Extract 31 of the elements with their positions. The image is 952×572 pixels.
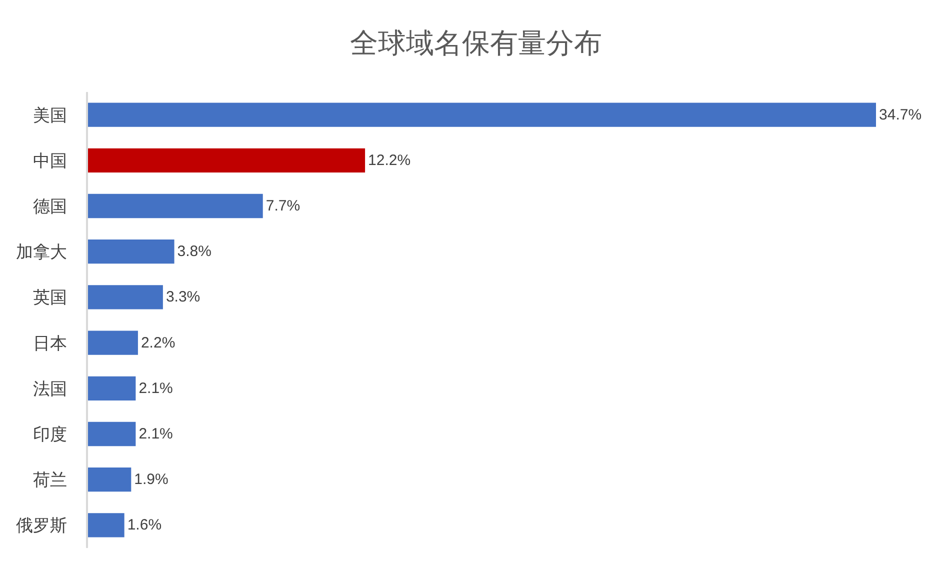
data-label: 2.2% bbox=[140, 334, 176, 352]
data-label: 1.9% bbox=[134, 471, 168, 488]
y-tick-label: 荷兰 bbox=[32, 470, 67, 490]
bar bbox=[88, 422, 136, 446]
data-label: 1.6% bbox=[127, 516, 162, 534]
data-label: 2.1% bbox=[138, 426, 173, 442]
data-label: 12.2% bbox=[368, 152, 411, 169]
bar bbox=[88, 376, 136, 400]
bar bbox=[88, 102, 876, 127]
data-label: 7.7% bbox=[266, 198, 300, 214]
y-tick-label: 美国 bbox=[32, 106, 67, 125]
data-label: 2.1% bbox=[138, 380, 173, 397]
y-tick-label: 日本 bbox=[32, 334, 67, 353]
chart-title: 全球域名保有量分布 bbox=[350, 28, 602, 59]
data-label: 3.8% bbox=[177, 243, 212, 260]
bar bbox=[88, 194, 263, 218]
bar bbox=[88, 148, 366, 172]
bar bbox=[88, 240, 174, 264]
y-tick-label: 德国 bbox=[32, 196, 67, 216]
bar bbox=[88, 468, 132, 492]
y-tick-label: 俄罗斯 bbox=[16, 516, 67, 536]
y-tick-label: 中国 bbox=[32, 151, 67, 170]
bar bbox=[88, 285, 163, 310]
y-tick-label: 法国 bbox=[32, 379, 67, 398]
data-label: 3.3% bbox=[166, 288, 200, 306]
y-tick-label: 英国 bbox=[32, 288, 67, 308]
y-tick-label: 印度 bbox=[32, 424, 67, 444]
data-label: 34.7% bbox=[879, 106, 922, 124]
y-tick-label: 加拿大 bbox=[16, 242, 67, 262]
bar bbox=[88, 513, 124, 538]
bar bbox=[88, 330, 138, 355]
